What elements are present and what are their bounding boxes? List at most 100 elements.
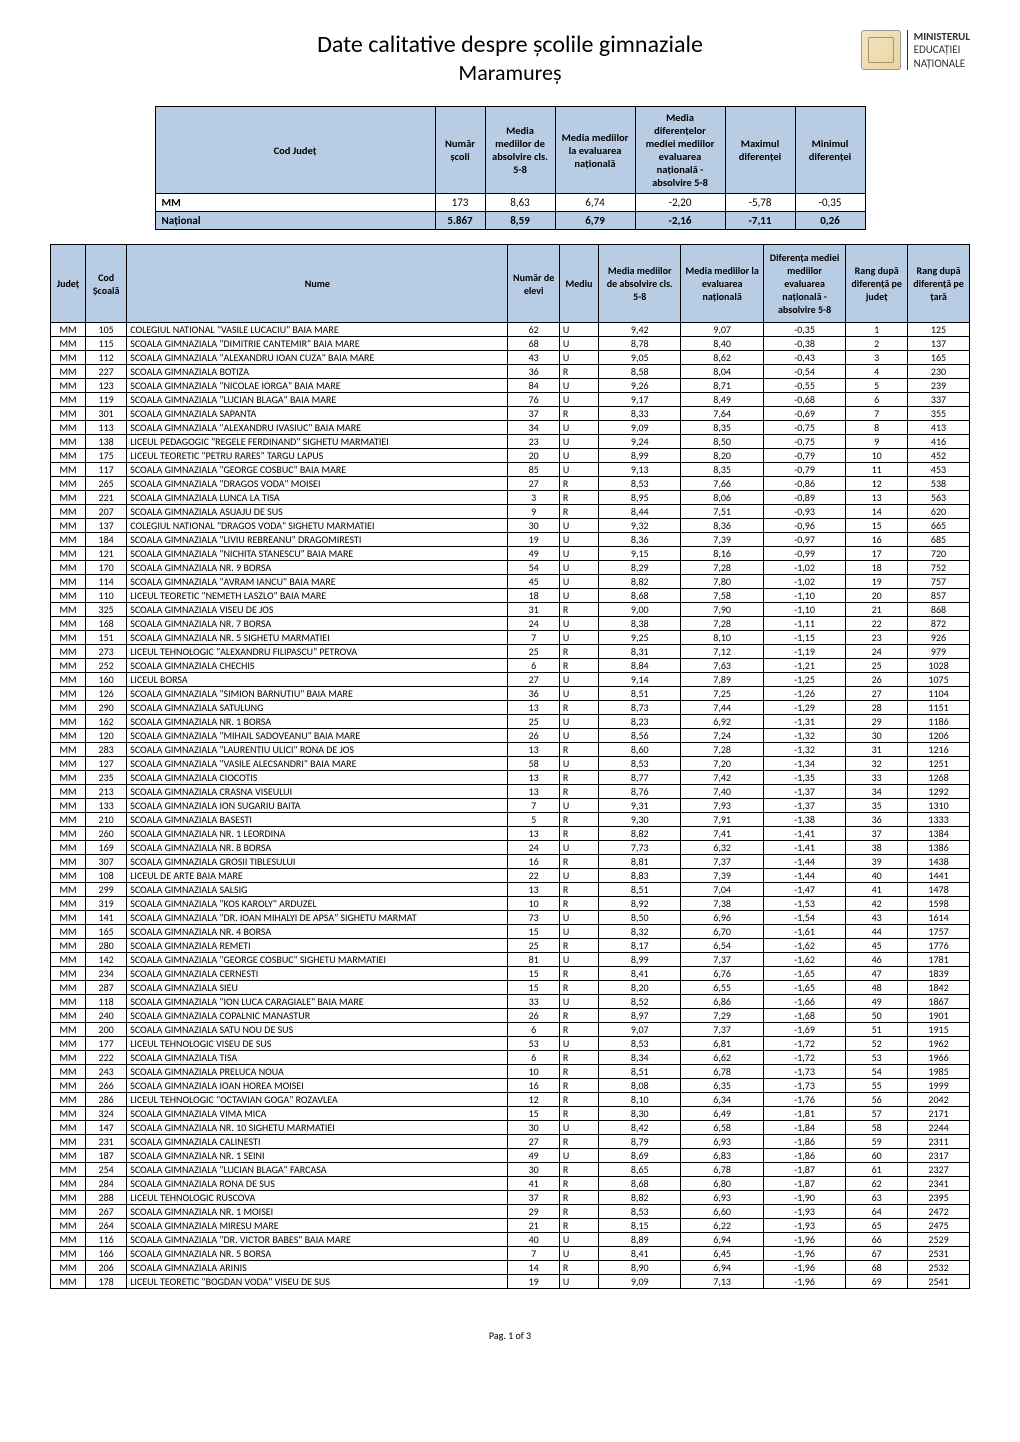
table-cell: U xyxy=(559,1275,598,1289)
table-cell: 65 xyxy=(846,1219,908,1233)
table-cell: SCOALA GIMNAZIALA ASUAJU DE SUS xyxy=(127,505,508,519)
table-cell: 8,51 xyxy=(599,883,681,897)
table-cell: 9,09 xyxy=(599,1275,681,1289)
table-cell: 6 xyxy=(846,393,908,407)
table-row: MM240SCOALA GIMNAZIALA COPALNIC MANASTUR… xyxy=(51,1009,970,1023)
table-row: MM120SCOALA GIMNAZIALA "MIHAIL SADOVEANU… xyxy=(51,729,970,743)
table-cell: 8,30 xyxy=(599,1107,681,1121)
table-cell: 40 xyxy=(846,869,908,883)
table-row: MM200SCOALA GIMNAZIALA SATU NOU DE SUS6R… xyxy=(51,1023,970,1037)
table-cell: 33 xyxy=(508,995,560,1009)
table-cell: COLEGIUL NATIONAL "DRAGOS VODA" SIGHETU … xyxy=(127,519,508,533)
table-cell: 116 xyxy=(86,1233,127,1247)
table-cell: 6,22 xyxy=(681,1219,763,1233)
table-cell: 21 xyxy=(846,603,908,617)
table-cell: 76 xyxy=(508,393,560,407)
table-cell: 54 xyxy=(846,1065,908,1079)
table-cell: MM xyxy=(51,505,86,519)
table-cell: R xyxy=(559,1219,598,1233)
table-cell: 8,82 xyxy=(599,575,681,589)
table-row: MM110LICEUL TEORETIC "NEMETH LASZLO" BAI… xyxy=(51,589,970,603)
summary-cell: -7,11 xyxy=(725,212,795,230)
table-cell: 8,04 xyxy=(681,365,763,379)
table-row: MM118SCOALA GIMNAZIALA "ION LUCA CARAGIA… xyxy=(51,995,970,1009)
table-cell: MM xyxy=(51,1149,86,1163)
table-cell: -1,81 xyxy=(763,1107,845,1121)
table-cell: 13 xyxy=(508,827,560,841)
table-cell: 8,10 xyxy=(599,1093,681,1107)
table-row: MM142SCOALA GIMNAZIALA "GEORGE COSBUC" S… xyxy=(51,953,970,967)
table-cell: 5 xyxy=(846,379,908,393)
table-cell: MM xyxy=(51,589,86,603)
table-cell: 40 xyxy=(508,1233,560,1247)
table-row: MM319SCOALA GIMNAZIALA "KOS KAROLY" ARDU… xyxy=(51,897,970,911)
table-cell: 8,41 xyxy=(599,967,681,981)
table-cell: 1216 xyxy=(908,743,970,757)
table-cell: R xyxy=(559,505,598,519)
table-cell: 7,24 xyxy=(681,729,763,743)
table-cell: 8,68 xyxy=(599,589,681,603)
table-cell: SCOALA GIMNAZIALA VISEU DE JOS xyxy=(127,603,508,617)
table-cell: -1,44 xyxy=(763,855,845,869)
table-cell: 46 xyxy=(846,953,908,967)
table-cell: R xyxy=(559,1093,598,1107)
table-cell: MM xyxy=(51,939,86,953)
table-cell: -1,10 xyxy=(763,589,845,603)
table-cell: 151 xyxy=(86,631,127,645)
table-row: MM273LICEUL TEHNOLOGIC "ALEXANDRU FILIPA… xyxy=(51,645,970,659)
table-cell: R xyxy=(559,743,598,757)
table-cell: 1901 xyxy=(908,1009,970,1023)
table-cell: 620 xyxy=(908,505,970,519)
table-cell: 41 xyxy=(508,1177,560,1191)
table-row: MM290SCOALA GIMNAZIALA SATULUNG13R8,737,… xyxy=(51,701,970,715)
table-cell: 7,63 xyxy=(681,659,763,673)
table-cell: 9,09 xyxy=(599,421,681,435)
table-cell: MM xyxy=(51,603,86,617)
page-title-line1: Date calitative despre școlile gimnazial… xyxy=(50,30,970,59)
table-cell: R xyxy=(559,1191,598,1205)
table-cell: 121 xyxy=(86,547,127,561)
table-cell: SCOALA GIMNAZIALA NR. 7 BORSA xyxy=(127,617,508,631)
main-col-header: Media mediilor de absolvire cls. 5-8 xyxy=(599,245,681,323)
table-cell: 2327 xyxy=(908,1163,970,1177)
table-row: MM231SCOALA GIMNAZIALA CALINESTI27R8,796… xyxy=(51,1135,970,1149)
table-cell: 7,37 xyxy=(681,855,763,869)
table-cell: 2311 xyxy=(908,1135,970,1149)
table-cell: 8,17 xyxy=(599,939,681,953)
table-cell: 1310 xyxy=(908,799,970,813)
summary-col-header: Cod Județ xyxy=(155,107,435,194)
table-row: MM325SCOALA GIMNAZIALA VISEU DE JOS31R9,… xyxy=(51,603,970,617)
table-cell: 42 xyxy=(846,897,908,911)
table-cell: 8,29 xyxy=(599,561,681,575)
table-cell: 69 xyxy=(846,1275,908,1289)
table-row: MM187SCOALA GIMNAZIALA NR. 1 SEINI49U8,6… xyxy=(51,1149,970,1163)
table-row: MM307SCOALA GIMNAZIALA GROSII TIBLESULUI… xyxy=(51,855,970,869)
table-cell: 8,35 xyxy=(681,463,763,477)
table-cell: 30 xyxy=(508,1121,560,1135)
table-cell: 284 xyxy=(86,1177,127,1191)
summary-col-header: Media mediilor la evaluarea națională xyxy=(555,107,635,194)
table-cell: MM xyxy=(51,365,86,379)
table-row: MM177LICEUL TEHNOLOGIC VISEU DE SUS53U8,… xyxy=(51,1037,970,1051)
table-cell: 9,07 xyxy=(599,1023,681,1037)
table-cell: 7,91 xyxy=(681,813,763,827)
table-cell: -0,69 xyxy=(763,407,845,421)
summary-col-header: Maximul diferenței xyxy=(725,107,795,194)
table-cell: -0,97 xyxy=(763,533,845,547)
table-cell: MM xyxy=(51,897,86,911)
page-title-line2: Maramureș xyxy=(50,59,970,86)
table-cell: 26 xyxy=(846,673,908,687)
table-cell: 2529 xyxy=(908,1233,970,1247)
table-cell: U xyxy=(559,995,598,1009)
table-cell: 267 xyxy=(86,1205,127,1219)
logo-divider xyxy=(907,30,908,70)
table-cell: 26 xyxy=(508,1009,560,1023)
page-header: Date calitative despre școlile gimnazial… xyxy=(50,30,970,86)
table-cell: 21 xyxy=(508,1219,560,1233)
table-cell: 2532 xyxy=(908,1261,970,1275)
table-cell: -1,37 xyxy=(763,785,845,799)
table-cell: U xyxy=(559,351,598,365)
table-cell: 6,55 xyxy=(681,981,763,995)
table-cell: LICEUL PEDAGOGIC "REGELE FERDINAND" SIGH… xyxy=(127,435,508,449)
table-cell: 3 xyxy=(508,491,560,505)
